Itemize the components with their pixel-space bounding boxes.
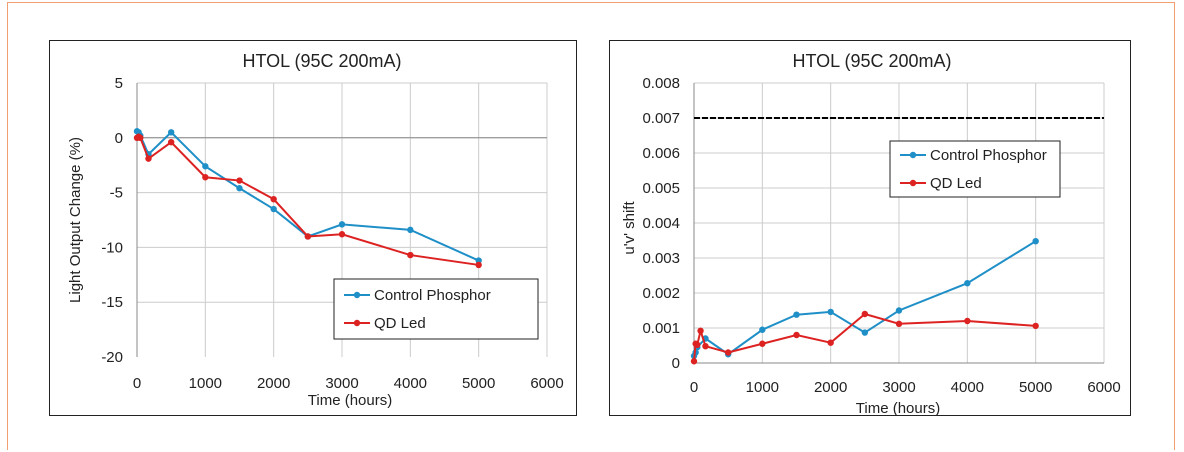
- y-tick-label: 0.001: [642, 320, 680, 337]
- x-tick-label: 3000: [882, 379, 915, 396]
- data-point-qd-led: [338, 231, 346, 238]
- data-point-qd-led: [827, 339, 834, 346]
- x-tick-label: 5000: [1019, 379, 1052, 396]
- data-point-qd-led: [694, 341, 701, 348]
- chart-title: HTOL (95C 200mA): [792, 51, 951, 71]
- data-point-qd-led: [759, 340, 766, 347]
- legend-marker-control-phosphor: [909, 151, 917, 159]
- y-tick-label: 0: [672, 355, 680, 372]
- data-point-control-phosphor: [1032, 238, 1039, 245]
- data-point-control-phosphor: [475, 257, 482, 264]
- data-point-qd-led: [270, 195, 277, 203]
- y-tick-label: 0: [115, 130, 123, 147]
- chart-panel-light-output: 5 0 -5 -10 -15 -20 0 1000 2000 3000 4000 5000 6000 HT…: [49, 40, 577, 416]
- legend-label-qd-led: QD Led: [374, 315, 426, 332]
- x-tick-label: 5000: [462, 375, 495, 392]
- data-point-qd-led: [202, 174, 209, 181]
- data-point-control-phosphor: [270, 205, 277, 213]
- y-tick-label: 0.002: [642, 285, 680, 302]
- y-axis-title: Light Output Change (%): [67, 137, 84, 303]
- data-point-qd-led: [304, 233, 312, 240]
- legend-label-qd-led: QD Led: [930, 175, 982, 192]
- x-tick-label: 0: [133, 375, 141, 392]
- legend-label-control-phosphor: Control Phosphor: [930, 147, 1047, 164]
- legend-marker-qd-led: [909, 179, 917, 187]
- legend-marker-control-phosphor: [353, 291, 361, 299]
- data-point-qd-led: [167, 138, 175, 146]
- x-tick-label: 3000: [325, 375, 358, 392]
- data-point-qd-led: [690, 358, 698, 365]
- data-point-control-phosphor: [407, 226, 414, 234]
- chart-title: HTOL (95C 200mA): [242, 51, 401, 71]
- data-point-control-phosphor: [202, 163, 209, 170]
- legend-box: [333, 278, 539, 340]
- data-point-control-phosphor: [895, 307, 903, 314]
- data-point-control-phosphor: [827, 308, 834, 316]
- x-axis-title: Time (hours): [308, 392, 392, 409]
- chart-panel-uv-shift: 0.008 0.007 0.006 0.005 0.004 0.003 0.002 0.001…: [609, 40, 1131, 417]
- data-point-qd-led: [895, 320, 903, 327]
- legend-label-control-phosphor: Control Phosphor: [374, 287, 491, 304]
- chart-light-output: 5 0 -5 -10 -15 -20 0 1000 2000 3000 4000 5000 6000 HT…: [67, 51, 564, 409]
- data-point-control-phosphor: [236, 185, 243, 192]
- chart-uv-shift: 0.008 0.007 0.006 0.005 0.004 0.003 0.002 0.001…: [621, 51, 1121, 417]
- x-tick-label: 1000: [746, 379, 779, 396]
- data-point-qd-led: [1032, 322, 1039, 330]
- y-tick-label: 5: [115, 75, 123, 92]
- y-tick-label: 0.007: [642, 110, 680, 127]
- data-point-control-phosphor: [861, 329, 869, 336]
- data-point-qd-led: [793, 331, 800, 339]
- x-tick-label: 2000: [257, 375, 290, 392]
- figure-frame: [7, 2, 1175, 450]
- data-point-qd-led: [475, 261, 482, 269]
- x-tick-label: 2000: [814, 379, 847, 396]
- data-point-qd-led: [702, 343, 709, 350]
- legend-box: [889, 140, 1061, 198]
- x-tick-label: 6000: [530, 375, 563, 392]
- y-tick-label: -20: [101, 349, 123, 366]
- data-point-qd-led: [145, 155, 152, 162]
- x-tick-label: 6000: [1087, 379, 1120, 396]
- series-line-qd-led: [693, 312, 1036, 362]
- x-tick-label: 0: [690, 379, 698, 396]
- series-line-qd-led: [136, 135, 479, 266]
- data-point-qd-led: [236, 177, 243, 184]
- x-tick-label: 4000: [951, 379, 984, 396]
- data-point-control-phosphor: [964, 280, 971, 287]
- y-tick-label: 0.005: [642, 180, 680, 197]
- data-point-control-phosphor: [338, 221, 346, 228]
- y-tick-label: 0.008: [642, 75, 680, 92]
- x-tick-label: 4000: [394, 375, 427, 392]
- y-tick-label: 0.006: [642, 145, 680, 162]
- y-tick-label: -10: [101, 239, 123, 256]
- y-tick-label: -5: [110, 185, 123, 202]
- y-tick-label: -15: [101, 294, 123, 311]
- x-tick-label: 1000: [189, 375, 222, 392]
- data-point-qd-led: [964, 317, 971, 325]
- y-tick-label: 0.004: [642, 215, 680, 232]
- data-point-qd-led: [861, 310, 869, 318]
- y-tick-label: 0.003: [642, 250, 680, 267]
- data-point-control-phosphor: [759, 326, 766, 333]
- data-point-control-phosphor: [793, 311, 800, 318]
- data-point-control-phosphor: [167, 129, 175, 136]
- data-point-qd-led: [407, 251, 414, 259]
- y-axis-title: u'v' shift: [621, 201, 638, 255]
- data-point-qd-led: [724, 349, 732, 356]
- x-axis-title: Time (hours): [856, 400, 940, 417]
- series-line-control-phosphor: [136, 130, 480, 262]
- legend-marker-qd-led: [353, 319, 361, 327]
- data-point-qd-led: [137, 134, 144, 141]
- data-point-qd-led: [697, 327, 704, 334]
